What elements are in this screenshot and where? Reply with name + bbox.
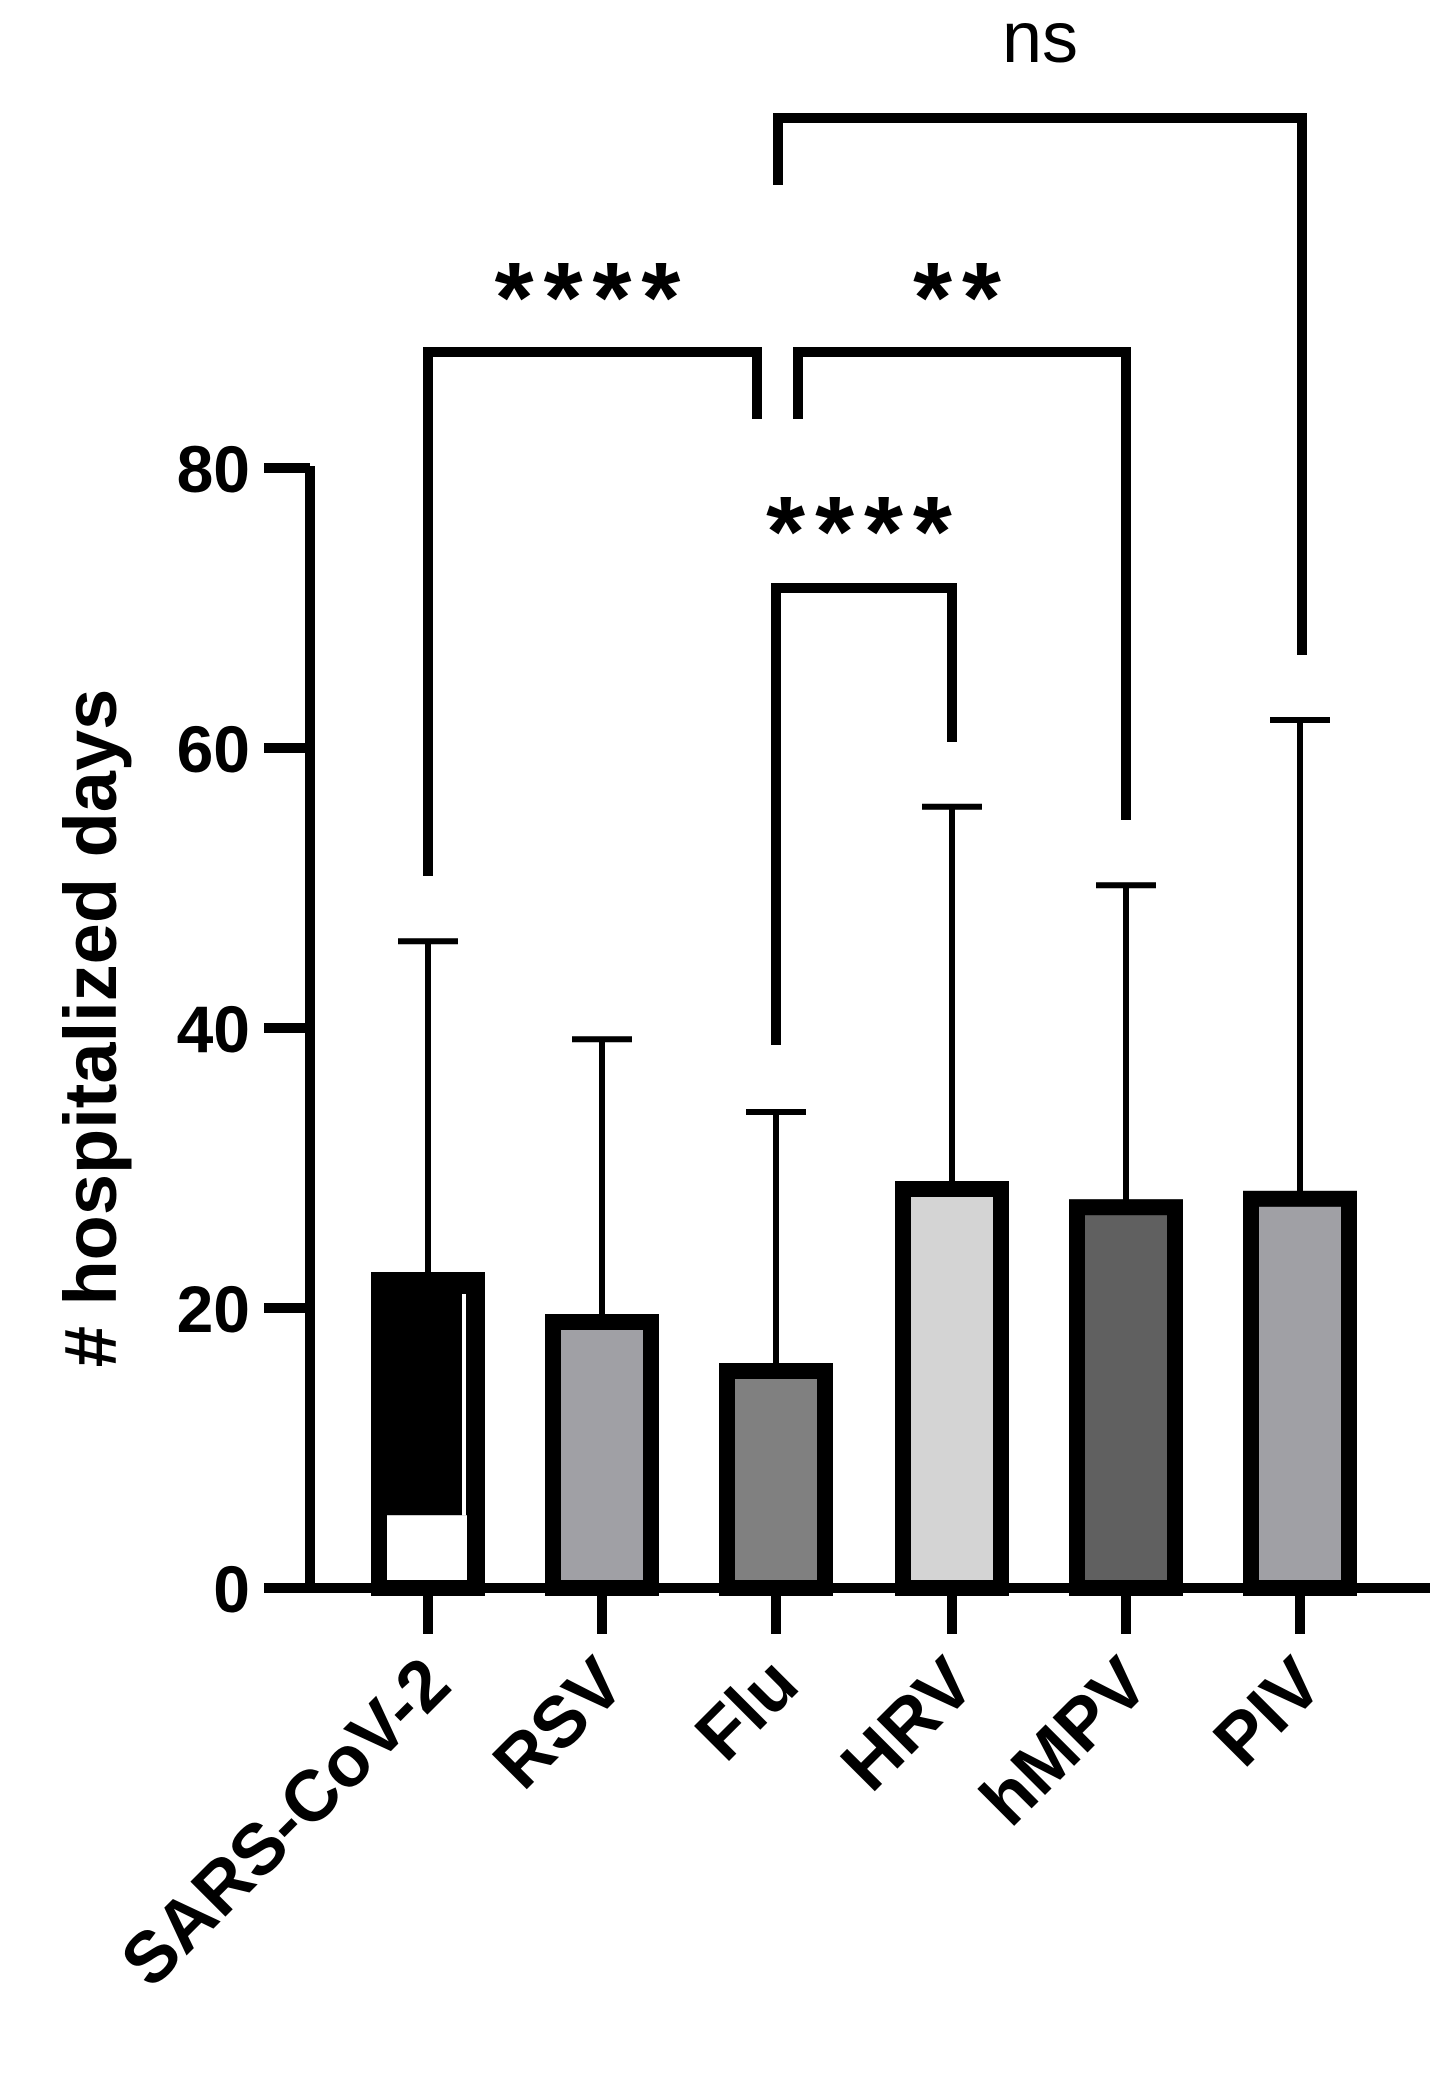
sig-bracket-flu-hrv-label: **** <box>766 476 962 588</box>
sig-bracket-sarscov2-flu <box>423 347 762 876</box>
x-tick-label: HRV <box>826 1643 989 1806</box>
bar-artifact <box>387 1515 467 1580</box>
y-axis-label: # hospitalized days <box>49 689 132 1368</box>
y-tick-label: 20 <box>177 1272 250 1346</box>
x-tick-label: RSV <box>478 1643 639 1804</box>
sig-bracket-flu-hmpv <box>793 347 1131 820</box>
y-tick-label: 0 <box>213 1552 250 1626</box>
x-tick-label: PIV <box>1199 1643 1338 1782</box>
x-tick-label: Flu <box>680 1643 813 1776</box>
sig-bracket-sarscov2-flu-label: **** <box>495 242 691 354</box>
x-tick-label: SARS-CoV-2 <box>106 1643 465 2002</box>
sig-bracket-flu-hrv <box>771 583 957 1045</box>
y-tick-label: 60 <box>177 712 250 786</box>
y-tick-label: 40 <box>177 992 250 1066</box>
bar-rsv <box>545 1314 659 1596</box>
significance-brackets: **** ******ns <box>423 0 1307 1045</box>
labels: # hospitalized days <box>49 689 132 1368</box>
bar-hmpv <box>1069 1199 1183 1596</box>
sig-bracket-flu-piv <box>773 113 1307 655</box>
bar-hrv <box>895 1181 1009 1596</box>
bar-flu <box>719 1363 833 1596</box>
bars <box>371 1181 1357 1597</box>
sig-bracket-flu-piv-label: ns <box>1002 0 1078 78</box>
error-bars <box>398 717 1330 1371</box>
y-tick-label: 80 <box>177 432 250 506</box>
bar-piv <box>1243 1190 1357 1597</box>
x-tick-label: hMPV <box>965 1643 1163 1841</box>
sig-bracket-flu-hmpv-label: ** <box>913 242 1011 354</box>
